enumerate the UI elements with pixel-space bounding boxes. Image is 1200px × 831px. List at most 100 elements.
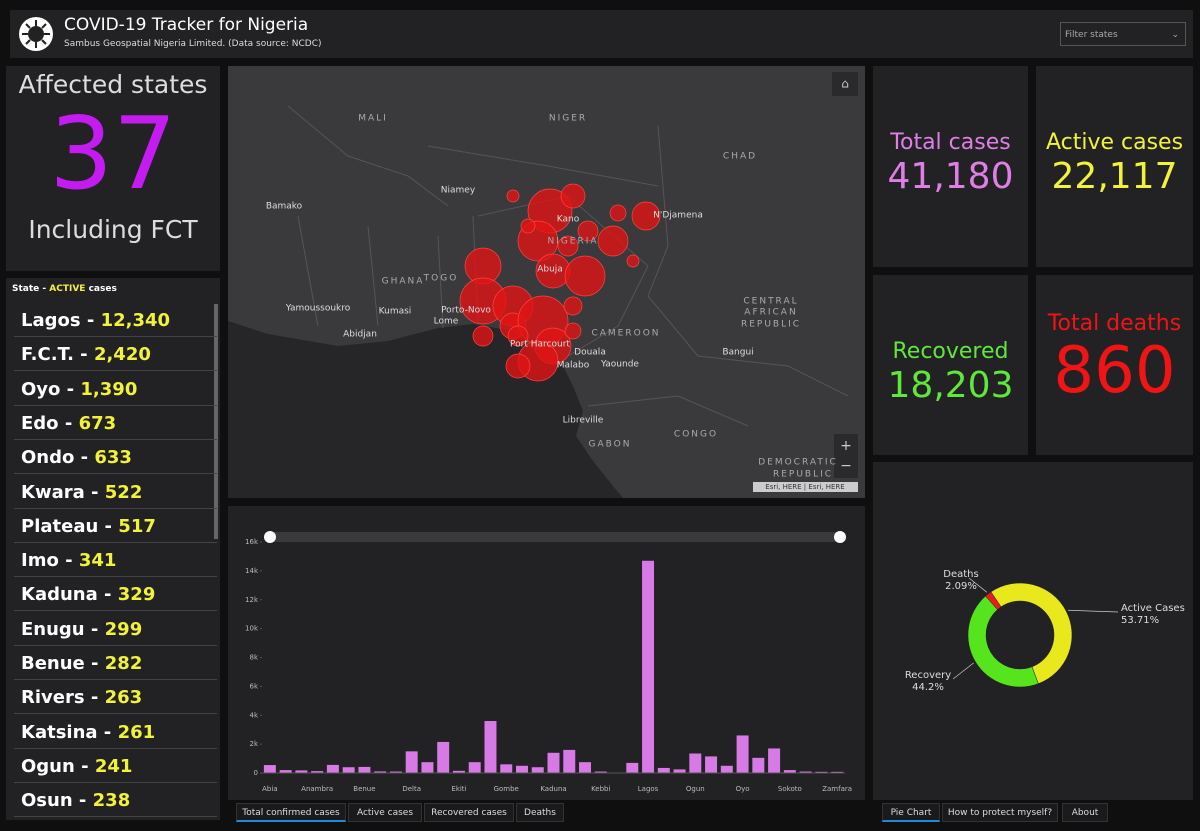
state-value: 282	[104, 653, 143, 674]
state-row[interactable]: Kwara - 522	[14, 476, 217, 509]
case-bubble	[626, 254, 640, 268]
tab[interactable]: Recovered cases	[424, 803, 514, 822]
tab[interactable]: Total confirmed cases	[236, 803, 346, 822]
state-row[interactable]: Rivers - 263	[14, 681, 217, 715]
state-row[interactable]: Edo - 673	[14, 407, 217, 440]
state-row[interactable]: Benue - 282	[14, 647, 217, 680]
bar	[831, 771, 844, 773]
state-name: Benue -	[21, 653, 105, 674]
state-list: State - ACTIVE cases Lagos - 12,340 F.C.T…	[6, 278, 220, 820]
stat-value: 18,203	[887, 365, 1014, 406]
state-name: Ondo -	[21, 447, 95, 469]
slice-name: Deaths	[943, 569, 978, 580]
tab[interactable]: About	[1062, 803, 1108, 822]
map-label: NIGERIA	[547, 237, 598, 247]
tab[interactable]: Deaths	[516, 803, 564, 822]
y-tick-label: 4k	[249, 711, 258, 719]
bar	[468, 762, 481, 773]
bar-panel: 0 2k 4k 6k 8k 10k 12k 14k 16k Abia Anambra Benue Del…	[228, 506, 865, 800]
affected-label: Affected states	[18, 70, 208, 99]
tab[interactable]: Active cases	[348, 803, 422, 822]
bar	[263, 765, 276, 773]
slider-handle[interactable]	[264, 531, 276, 543]
tab[interactable]: How to protect myself?	[942, 803, 1058, 822]
tab[interactable]: Pie Chart	[882, 803, 940, 822]
slider-handle[interactable]	[834, 531, 846, 543]
state-row[interactable]: Plateau - 517	[14, 510, 217, 543]
state-value: 341	[78, 550, 117, 572]
stat-label: Total cases	[890, 130, 1011, 155]
state-name: Enugu -	[21, 618, 105, 640]
x-tick-label: Zamfara	[822, 785, 852, 793]
state-name: Rivers -	[21, 687, 105, 709]
bar	[689, 753, 702, 773]
map-label: TOGO	[423, 274, 459, 284]
bar-chart: 0 2k 4k 6k 8k 10k 12k 14k 16k Abia Anambra Benue Del…	[245, 531, 852, 793]
x-tick-label: Oyo	[736, 785, 750, 793]
state-row[interactable]: Katsina - 261	[14, 716, 217, 749]
bar	[768, 748, 781, 773]
state-row[interactable]: Ondo - 633	[14, 441, 217, 475]
state-row[interactable]: Oyo - 1,390	[14, 373, 217, 406]
state-row[interactable]: Lagos - 12,340	[14, 304, 217, 337]
affected-value: 37	[49, 95, 177, 212]
stat-label: Total deaths	[1047, 311, 1182, 336]
x-tick-label: Ekiti	[451, 785, 466, 793]
bar	[500, 764, 513, 773]
bar	[389, 771, 402, 773]
bar	[374, 771, 387, 773]
scrollbar[interactable]	[214, 304, 218, 539]
map-label: CENTRAL	[743, 297, 798, 307]
case-bubble	[597, 225, 629, 257]
state-row[interactable]: Ogun - 241	[14, 750, 217, 783]
state-name: Ogun -	[21, 755, 95, 777]
svg-text:+: +	[840, 438, 852, 454]
bar	[815, 771, 828, 773]
bar	[326, 764, 339, 773]
list-header-suffix: cases	[85, 284, 117, 294]
x-tick-label: Benue	[353, 785, 375, 793]
map-label: Yaounde	[600, 360, 639, 370]
map-label: AFRICAN	[744, 308, 797, 318]
bar	[515, 765, 528, 773]
case-bubble	[564, 322, 582, 340]
state-value: 263	[104, 687, 143, 709]
list-header: State - ACTIVE cases	[12, 284, 117, 294]
state-row[interactable]: Kaduna - 329	[14, 578, 217, 612]
y-tick-label: 16k	[245, 538, 259, 546]
x-tick-label: Ogun	[686, 785, 705, 793]
map[interactable]: ⌂ + − MALI NIGER CHAD Bamako Niamey Kano N'Djam…	[228, 66, 865, 498]
x-tick-label: Kebbi	[591, 785, 610, 793]
state-value: 241	[94, 755, 133, 777]
bar	[799, 771, 812, 773]
case-bubble	[563, 296, 583, 316]
stat-label: Recovered	[892, 339, 1009, 364]
state-name: Imo -	[21, 550, 79, 572]
svg-text:⌂: ⌂	[841, 77, 849, 91]
filter-select[interactable]: Filter states ⌄	[1060, 22, 1186, 46]
slice-name: Recovery	[905, 670, 951, 681]
state-row[interactable]: F.C.T. - 2,420	[14, 338, 217, 372]
case-bubble	[560, 183, 586, 209]
state-value: 329	[117, 584, 156, 606]
state-row[interactable]: Osun - 238	[14, 784, 217, 818]
x-tick-label: Lagos	[638, 785, 659, 793]
state-name: Edo -	[21, 412, 79, 434]
bar	[657, 767, 670, 773]
map-label: Lome	[434, 317, 459, 327]
case-bubble	[505, 353, 531, 379]
bar	[279, 770, 292, 773]
state-row[interactable]: Enugu - 299	[14, 613, 217, 646]
state-row[interactable]: Imo - 341	[14, 544, 217, 578]
bar	[547, 752, 560, 773]
bar	[531, 767, 544, 773]
case-bubble	[506, 189, 520, 203]
bar	[405, 751, 418, 773]
bar	[579, 762, 592, 773]
map-label: Yamoussoukro	[285, 304, 351, 314]
title: COVID-19 Tracker for Nigeria	[64, 15, 309, 35]
bar	[720, 765, 733, 773]
logo	[19, 17, 53, 51]
header: COVID-19 Tracker for Nigeria Sambus Geos…	[10, 10, 1193, 58]
map-label: Porto-Novo	[441, 306, 491, 316]
